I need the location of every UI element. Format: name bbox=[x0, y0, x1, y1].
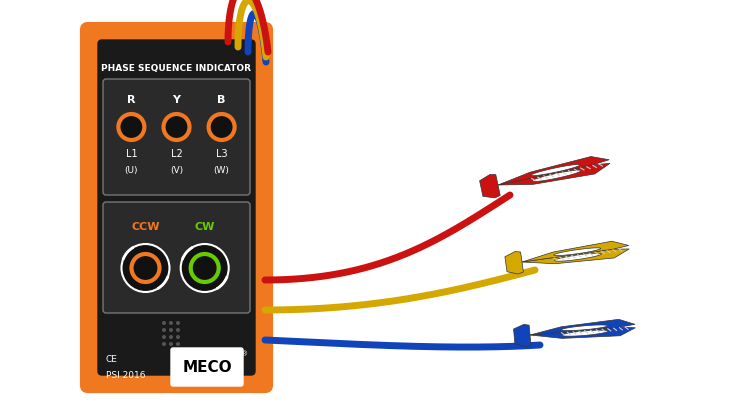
Polygon shape bbox=[522, 241, 629, 262]
Polygon shape bbox=[522, 249, 630, 264]
Circle shape bbox=[169, 335, 173, 339]
Text: (U): (U) bbox=[125, 166, 138, 174]
Polygon shape bbox=[480, 174, 500, 198]
Text: CCW: CCW bbox=[131, 222, 160, 232]
Circle shape bbox=[176, 335, 180, 339]
Circle shape bbox=[118, 114, 145, 140]
Text: L3: L3 bbox=[216, 149, 227, 159]
Circle shape bbox=[162, 335, 166, 339]
Polygon shape bbox=[562, 325, 608, 331]
Circle shape bbox=[169, 342, 173, 346]
Polygon shape bbox=[505, 252, 523, 274]
Circle shape bbox=[209, 114, 235, 140]
Circle shape bbox=[162, 328, 166, 332]
Text: CW: CW bbox=[194, 222, 215, 232]
Circle shape bbox=[181, 244, 229, 292]
Circle shape bbox=[162, 321, 166, 325]
Circle shape bbox=[162, 342, 166, 346]
FancyBboxPatch shape bbox=[103, 79, 250, 195]
Text: (W): (W) bbox=[214, 166, 230, 174]
Circle shape bbox=[176, 321, 180, 325]
Text: MECO: MECO bbox=[182, 359, 232, 375]
Polygon shape bbox=[532, 170, 581, 181]
Text: ®: ® bbox=[242, 351, 248, 357]
Polygon shape bbox=[555, 253, 602, 261]
Polygon shape bbox=[498, 156, 609, 185]
Text: CE: CE bbox=[106, 355, 118, 364]
Polygon shape bbox=[531, 164, 580, 176]
Polygon shape bbox=[498, 163, 610, 185]
Text: L2: L2 bbox=[171, 149, 182, 159]
Text: L1: L1 bbox=[126, 149, 137, 159]
Circle shape bbox=[169, 328, 173, 332]
Polygon shape bbox=[554, 248, 601, 255]
Circle shape bbox=[176, 328, 180, 332]
Circle shape bbox=[163, 114, 190, 140]
FancyBboxPatch shape bbox=[98, 40, 255, 375]
Polygon shape bbox=[530, 319, 635, 335]
Circle shape bbox=[169, 321, 173, 325]
Text: Y: Y bbox=[172, 95, 181, 105]
Text: B: B bbox=[218, 95, 226, 105]
Text: R: R bbox=[127, 95, 136, 105]
FancyBboxPatch shape bbox=[171, 348, 243, 386]
Polygon shape bbox=[514, 324, 531, 347]
Text: PHASE SEQUENCE INDICATOR: PHASE SEQUENCE INDICATOR bbox=[101, 64, 251, 72]
FancyBboxPatch shape bbox=[82, 24, 271, 391]
Polygon shape bbox=[562, 330, 608, 336]
Text: (V): (V) bbox=[170, 166, 183, 174]
Circle shape bbox=[121, 244, 169, 292]
Text: PSI 2016: PSI 2016 bbox=[106, 370, 145, 380]
Circle shape bbox=[191, 254, 218, 282]
Circle shape bbox=[132, 254, 160, 282]
Circle shape bbox=[176, 342, 180, 346]
FancyBboxPatch shape bbox=[103, 202, 250, 313]
Polygon shape bbox=[530, 327, 636, 339]
